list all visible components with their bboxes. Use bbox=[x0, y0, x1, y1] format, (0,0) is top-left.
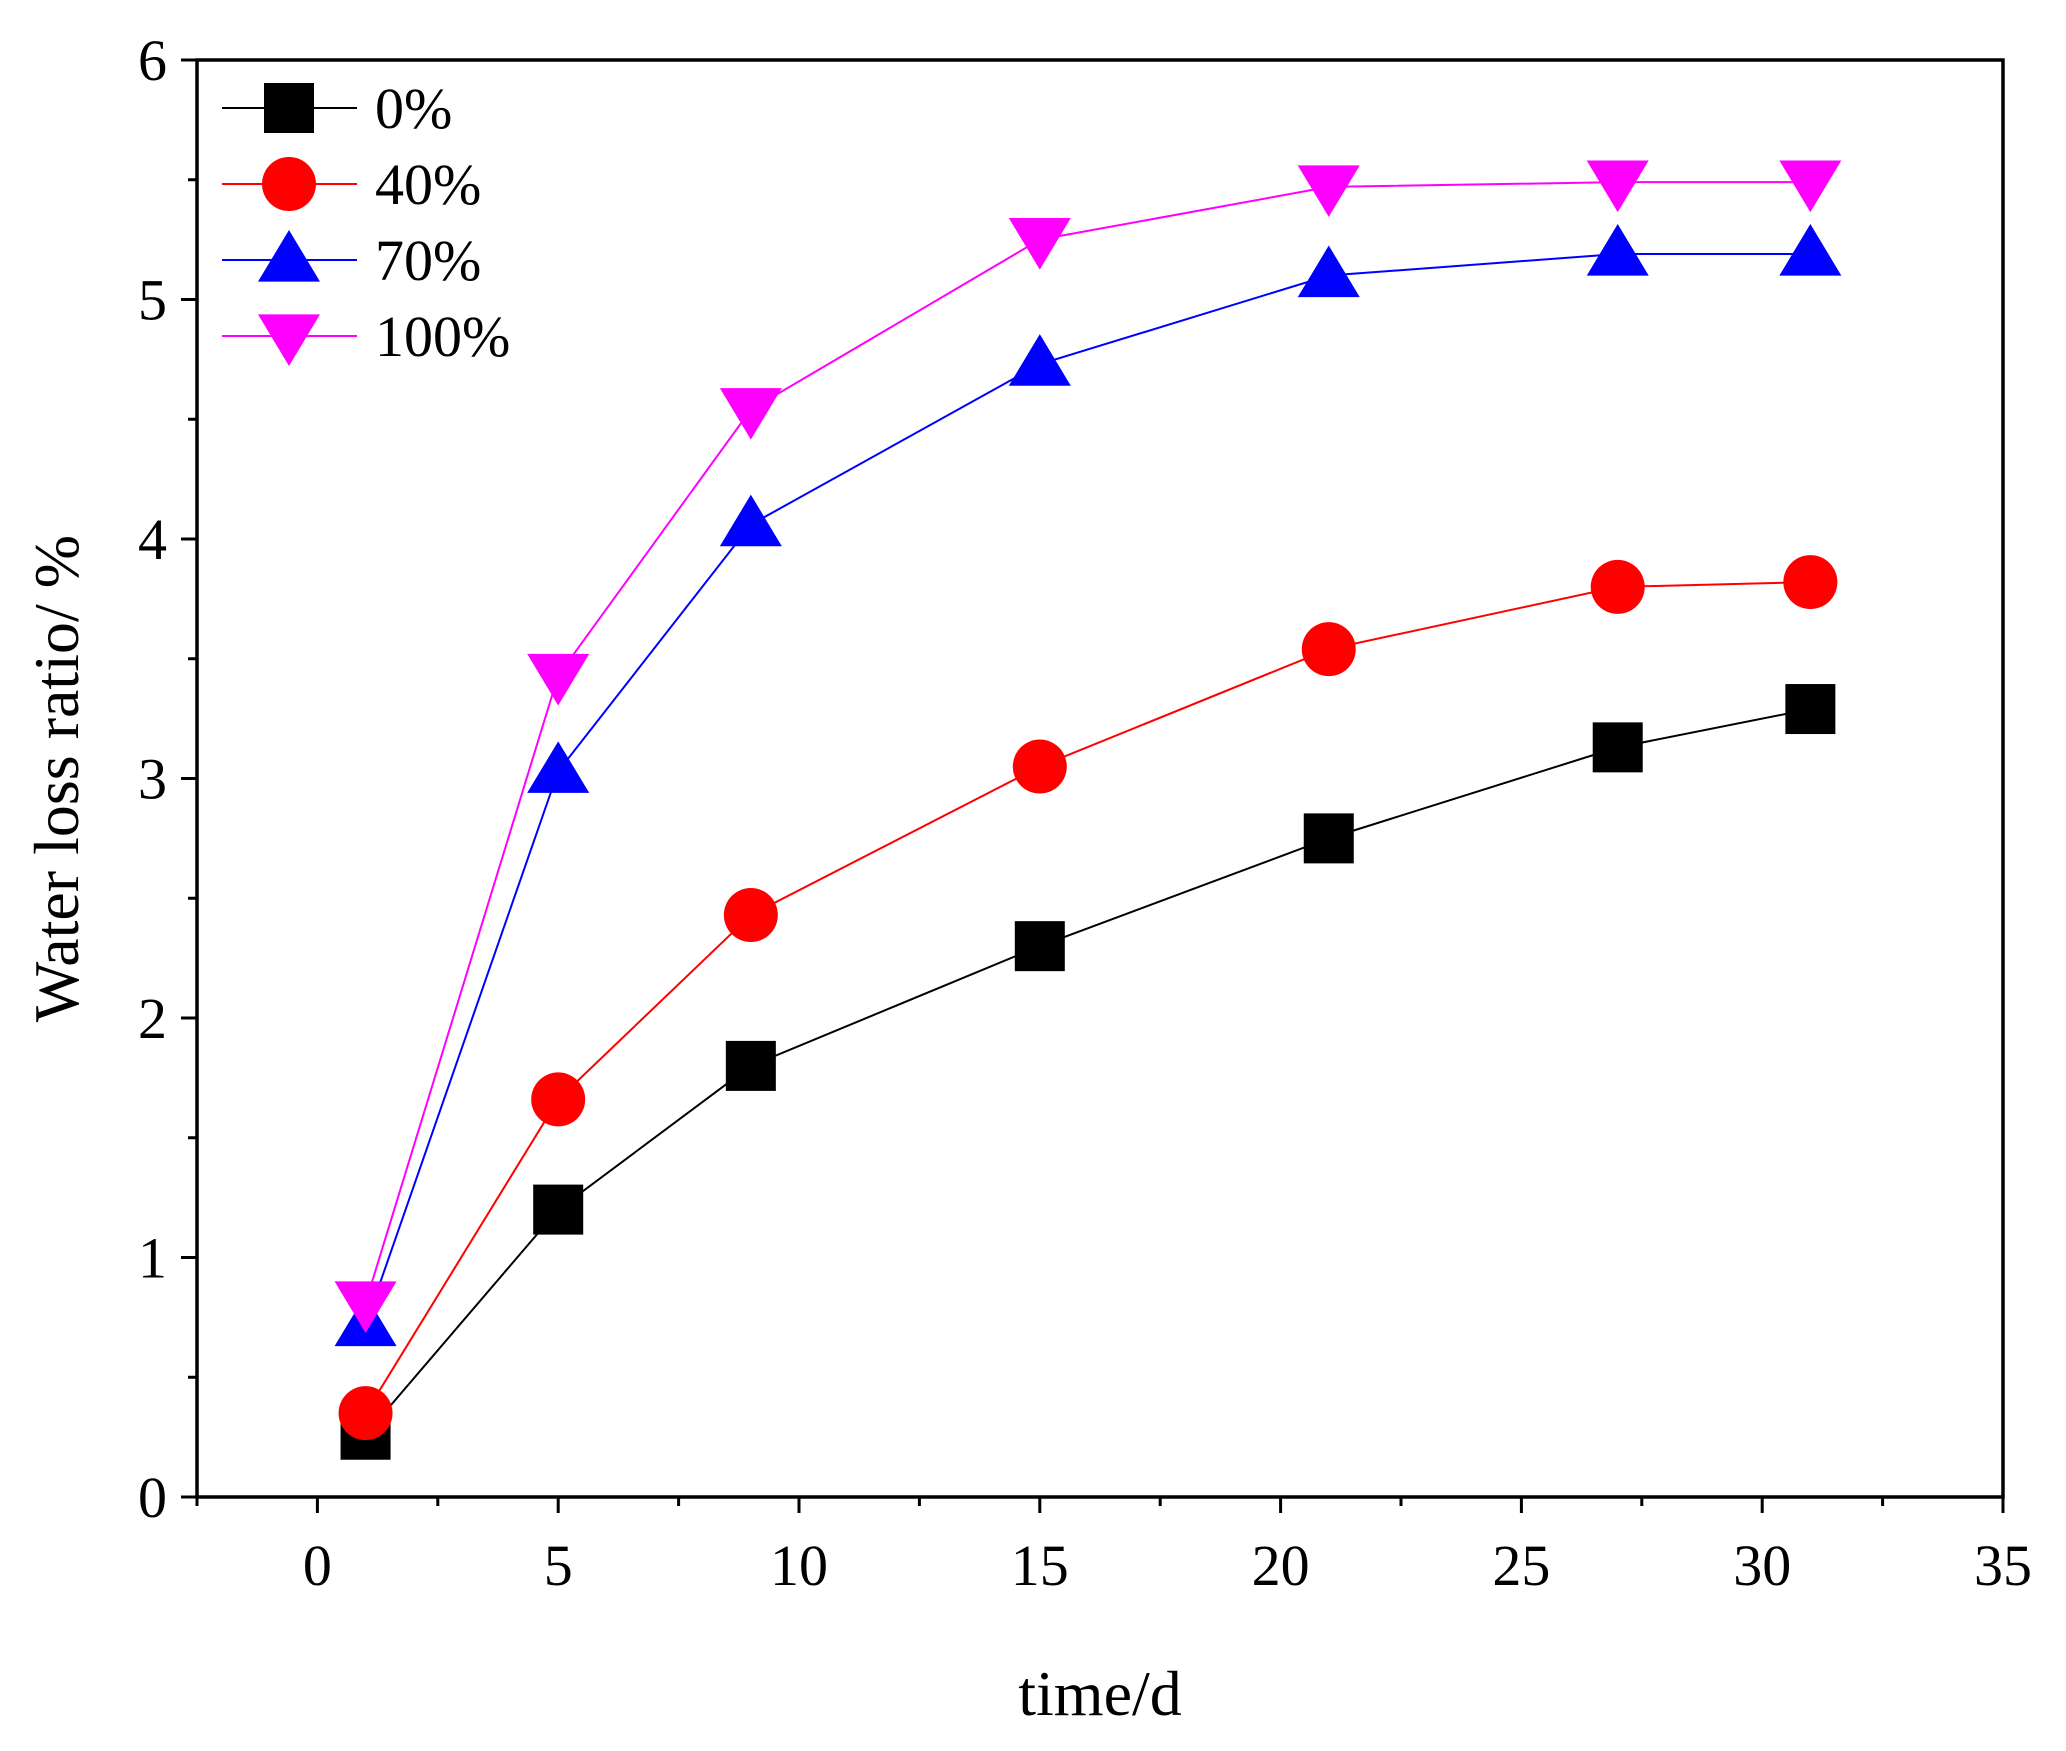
data-point bbox=[1586, 223, 1649, 276]
data-point bbox=[725, 1040, 776, 1091]
data-point bbox=[334, 1281, 397, 1334]
legend-label: 70% bbox=[375, 228, 481, 293]
x-tick-label: 5 bbox=[544, 1533, 573, 1598]
data-point bbox=[719, 494, 782, 547]
data-point bbox=[1779, 223, 1842, 276]
legend-marker bbox=[258, 230, 320, 282]
x-tick-label: 10 bbox=[770, 1533, 828, 1598]
data-point bbox=[723, 888, 778, 943]
data-point bbox=[338, 1386, 393, 1441]
data-point bbox=[1785, 684, 1836, 735]
data-point bbox=[1008, 334, 1071, 386]
series-line bbox=[364, 581, 1811, 1414]
legend-item: 70% bbox=[222, 228, 481, 293]
data-point bbox=[533, 1184, 584, 1235]
data-point bbox=[531, 1072, 586, 1127]
y-tick-label: 2 bbox=[138, 986, 167, 1051]
legend-marker bbox=[262, 157, 316, 211]
series-layer bbox=[334, 160, 1842, 1460]
data-point bbox=[1008, 218, 1071, 270]
data-point bbox=[1297, 245, 1360, 298]
x-axis-title: time/d bbox=[1018, 1658, 1182, 1729]
x-tick-label: 20 bbox=[1252, 1533, 1310, 1598]
data-point bbox=[527, 653, 590, 706]
y-tick-label: 3 bbox=[138, 747, 167, 812]
data-point bbox=[719, 388, 782, 440]
series-0pct bbox=[340, 684, 1836, 1460]
legend-item: 40% bbox=[222, 152, 481, 217]
legend-marker bbox=[258, 314, 320, 366]
legend-item: 100% bbox=[222, 304, 510, 369]
x-tick-label: 0 bbox=[303, 1533, 332, 1598]
y-axis-title: Water loss ratio/ % bbox=[21, 535, 92, 1022]
x-tick-label: 30 bbox=[1733, 1533, 1791, 1598]
data-point bbox=[1012, 739, 1067, 794]
x-tick-label: 25 bbox=[1492, 1533, 1550, 1598]
legend-item: 0% bbox=[222, 76, 452, 141]
y-tick-label: 4 bbox=[138, 507, 167, 572]
legend-marker bbox=[264, 83, 314, 133]
legend-label: 0% bbox=[375, 76, 452, 141]
y-tick-label: 5 bbox=[138, 268, 167, 333]
data-point bbox=[1592, 722, 1643, 773]
legend-label: 100% bbox=[375, 304, 510, 369]
x-tick-label: 35 bbox=[1974, 1533, 2032, 1598]
series-100pct bbox=[334, 160, 1842, 1334]
legend: 0% 40% 70% 100% bbox=[222, 76, 510, 369]
series-70pct bbox=[334, 223, 1842, 1347]
data-point bbox=[1779, 160, 1842, 213]
data-point bbox=[1590, 559, 1645, 614]
data-point bbox=[1014, 921, 1065, 972]
x-tick-label: 15 bbox=[1011, 1533, 1069, 1598]
series-40pct bbox=[338, 555, 1838, 1441]
data-point bbox=[1301, 622, 1356, 677]
data-point bbox=[1303, 813, 1354, 864]
data-point bbox=[1586, 160, 1649, 213]
y-tick-label: 1 bbox=[138, 1226, 167, 1291]
data-point bbox=[1297, 165, 1360, 217]
data-point bbox=[1783, 555, 1838, 610]
y-tick-label: 0 bbox=[138, 1465, 167, 1530]
axes: 0 5 10 15 20 25 30 35 0 1 2 3 4 5 6 bbox=[138, 28, 2032, 1598]
y-tick-label: 6 bbox=[138, 28, 167, 93]
series-line bbox=[364, 708, 1811, 1436]
legend-label: 40% bbox=[375, 152, 481, 217]
data-point bbox=[527, 741, 590, 793]
